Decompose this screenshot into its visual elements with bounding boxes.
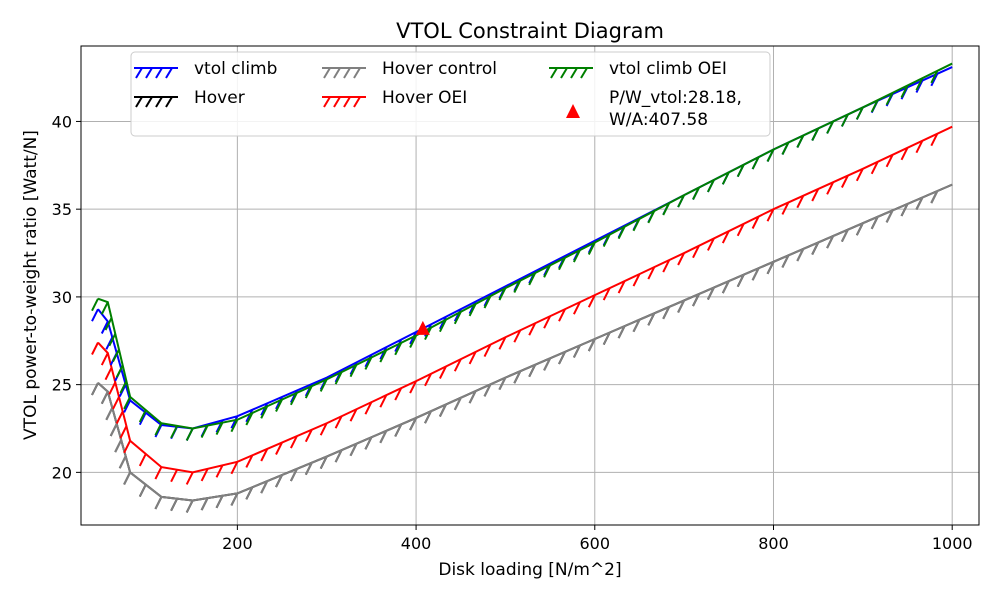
x-tick-label: 400: [401, 534, 432, 553]
series-line: [97, 125, 953, 474]
legend-label: Hover OEI: [382, 88, 467, 108]
legend: vtol climb Hover Hover control Hover OEI vto…: [130, 51, 771, 137]
legend-item-marker: P/W_vtol:28.18,W/A:407.58: [566, 88, 742, 130]
y-tick-label: 25: [52, 376, 72, 395]
design-point-marker: [415, 320, 430, 335]
series-hover: [91, 183, 953, 513]
x-axis-label: Disk loading [N/m^2]: [438, 560, 621, 580]
series-hatch: [91, 133, 939, 485]
chart-title: VTOL Constraint Diagram: [396, 19, 664, 43]
x-tick-label: 1000: [932, 534, 973, 553]
legend-marker-icon: [566, 104, 580, 118]
legend-item: vtol climb OEI: [549, 59, 727, 79]
series-hover-oei: [91, 125, 953, 485]
series-hatch: [91, 190, 939, 513]
legend-swatch-hatch: [135, 67, 173, 79]
series-group: [91, 62, 953, 513]
y-tick-label: 30: [52, 288, 72, 307]
legend-item: vtol climb: [134, 59, 277, 79]
series-line: [97, 183, 953, 502]
legend-label: vtol climb: [194, 59, 277, 79]
plot-frame: [80, 45, 980, 526]
legend-swatch-hatch: [323, 96, 361, 108]
series-line: [97, 183, 953, 502]
ticks-group: 200 400 600 800 1000 20 25 30 35 40: [52, 112, 973, 553]
series-hover-control: [91, 183, 953, 513]
marker-group: [415, 320, 430, 335]
y-axis-label: VTOL power-to-weight ratio [Watt/N]: [21, 130, 41, 440]
legend-item: Hover OEI: [322, 88, 467, 108]
series-hatch: [91, 190, 939, 513]
y-tick-label: 35: [52, 200, 72, 219]
legend-label: Hover: [194, 88, 245, 108]
x-tick-label: 600: [580, 534, 611, 553]
legend-label: Hover control: [382, 59, 497, 79]
legend-item: Hover: [134, 88, 245, 108]
legend-swatch-hatch: [135, 96, 173, 108]
legend-item: Hover control: [322, 59, 497, 79]
y-tick-label: 40: [52, 112, 72, 131]
x-tick-label: 200: [222, 534, 253, 553]
legend-label: vtol climb OEI: [609, 59, 727, 79]
legend-marker-label: P/W_vtol:28.18,: [609, 88, 742, 108]
y-tick-label: 20: [52, 463, 72, 482]
legend-swatch-hatch: [550, 67, 588, 79]
legend-swatch-hatch: [323, 67, 361, 79]
legend-box: [130, 51, 771, 137]
x-tick-label: 800: [758, 534, 789, 553]
legend-marker-label: W/A:407.58: [609, 110, 708, 130]
